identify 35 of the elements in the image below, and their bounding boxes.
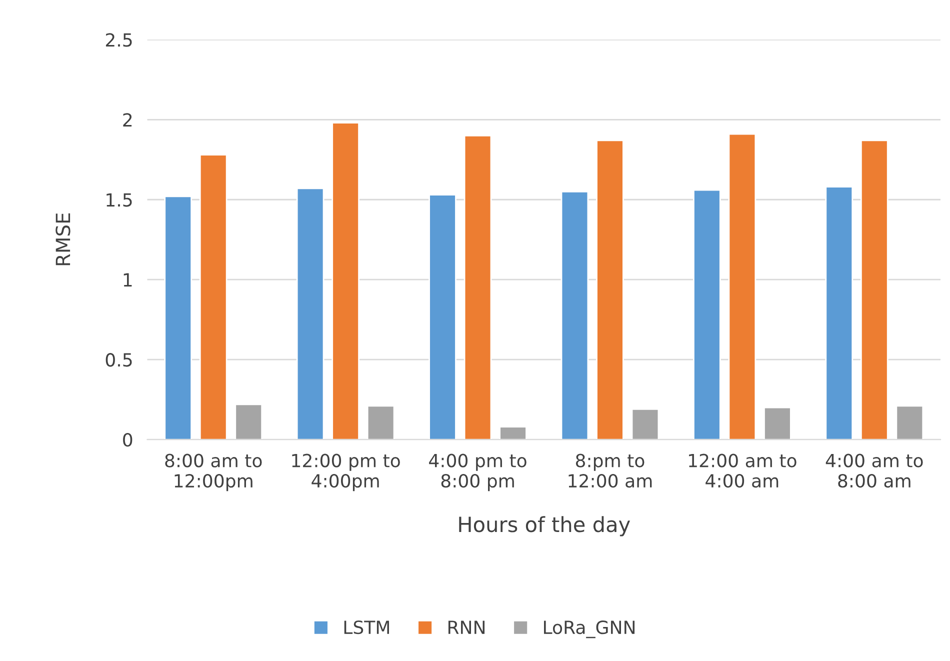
y-tick-label: 2.5 [106,33,132,47]
bar [332,122,360,440]
bar [464,134,492,440]
bar [499,426,527,440]
x-tick-label: 12:00 pm to 4:00pm [292,454,400,492]
x-tick-label: 8:00 am to 12:00pm [165,454,262,492]
y-tick-label: 1.5 [106,193,132,207]
bar [896,405,924,440]
bar [764,406,792,440]
bar [596,140,624,440]
legend-label: LSTM [344,620,389,634]
bar [296,188,324,440]
bar [728,133,756,440]
bar [560,190,589,440]
y-tick-label: 0.5 [106,353,132,367]
x-axis-title: Hours of the day [459,516,630,536]
bar [860,140,888,440]
bar [366,405,395,440]
bar [234,404,263,440]
y-tick-label: 2 [123,113,132,126]
x-tick-label: 4:00 pm to 8:00 pm [429,454,526,492]
bar [631,408,660,440]
bar [164,196,192,440]
y-tick-label: 1 [124,273,132,286]
x-tick-label: 8:pm to 12:00 am [568,454,652,488]
bar [693,189,721,440]
bar [428,194,456,440]
y-tick-label: 0 [123,433,132,447]
legend-label: RNN [448,620,484,634]
y-axis-title: RMSE [56,213,70,266]
x-tick-label: 4:00 am to 8:00 am [826,454,923,488]
legend-label: LoRa_GNN [544,620,634,638]
bar [825,186,854,440]
x-tick-label: 12:00 am to 4:00 am [689,454,796,488]
bar [199,154,228,440]
